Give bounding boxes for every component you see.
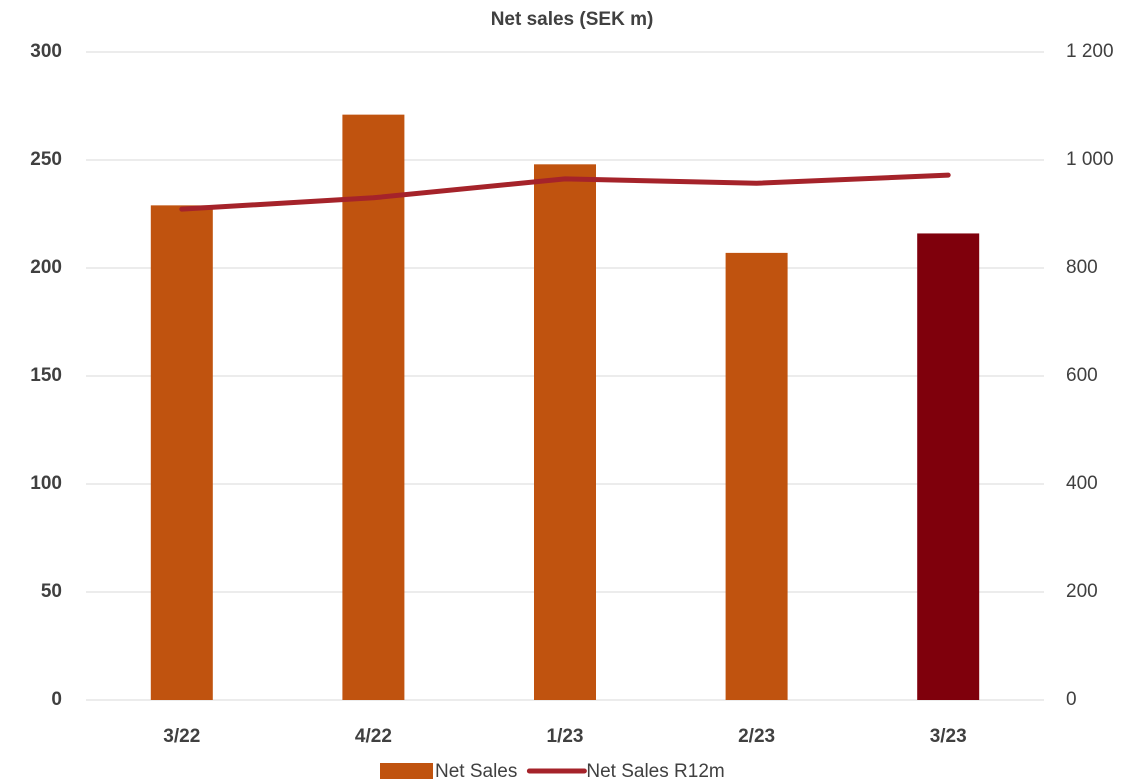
y-tick-label: 150 [30, 365, 62, 386]
y-tick-label: 100 [30, 473, 62, 494]
y2-tick-label: 600 [1066, 365, 1098, 386]
x-tick-label: 2/23 [738, 726, 775, 747]
legend-swatch [380, 763, 433, 779]
y-tick-label: 0 [51, 689, 62, 710]
y2-tick-label: 1 000 [1066, 149, 1114, 170]
y2-tick-label: 200 [1066, 581, 1098, 602]
x-tick-label: 1/23 [547, 726, 584, 747]
x-tick-label: 4/22 [355, 726, 392, 747]
y-tick-label: 250 [30, 149, 62, 170]
chart-title: Net sales (SEK m) [491, 9, 654, 30]
y-tick-label: 50 [41, 581, 62, 602]
x-tick-label: 3/22 [163, 726, 200, 747]
line [179, 172, 951, 212]
y2-tick-label: 400 [1066, 473, 1098, 494]
bar [150, 205, 213, 701]
bar [725, 252, 788, 700]
legend-label: Net Sales [435, 761, 517, 782]
legend-label: Net Sales R12m [586, 761, 724, 782]
y2-tick-label: 0 [1066, 689, 1077, 710]
y2-tick-label: 1 200 [1066, 41, 1114, 62]
bar [342, 114, 405, 700]
y-tick-label: 200 [30, 257, 62, 278]
x-tick-label: 3/23 [930, 726, 967, 747]
bar [534, 164, 596, 700]
y2-tick-label: 800 [1066, 257, 1098, 278]
bar [917, 233, 980, 700]
y-tick-label: 300 [30, 41, 62, 62]
